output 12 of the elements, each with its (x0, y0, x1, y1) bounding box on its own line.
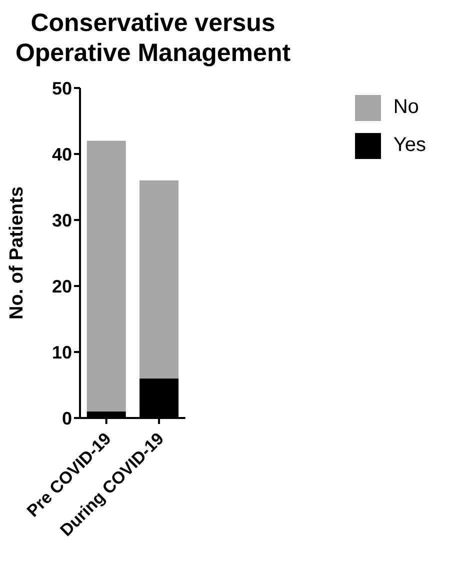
bar (86, 140, 126, 412)
legend-label: Yes (393, 134, 426, 156)
y-tick-label: 20 (52, 276, 72, 296)
bar (140, 180, 179, 378)
y-tick-label: 10 (52, 342, 72, 362)
y-tick-label: 40 (52, 144, 72, 164)
y-axis-title: No. of Patients (6, 186, 28, 320)
legend-label: No (393, 96, 419, 118)
chart-title: Conservative versus Operative Management (14, 8, 292, 68)
y-tick-label: 50 (52, 78, 72, 98)
y-tick-label: 0 (62, 408, 72, 428)
y-tick-label: 30 (52, 210, 72, 230)
